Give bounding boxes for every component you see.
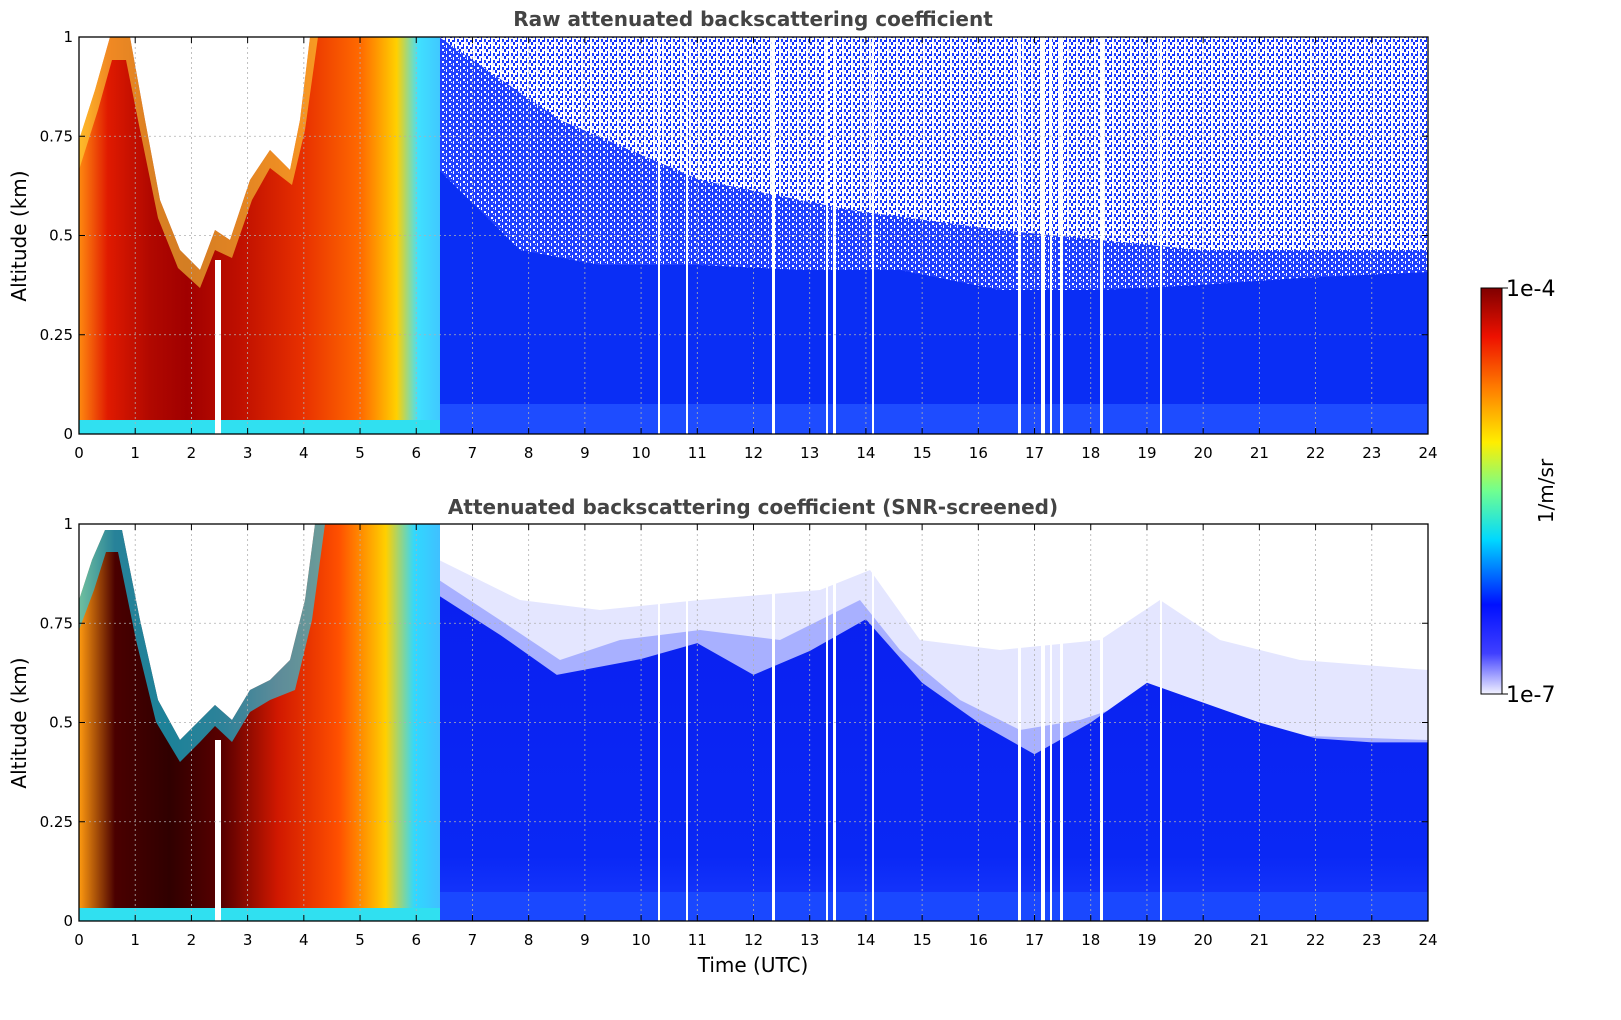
x-tick-label: 16 bbox=[969, 931, 988, 949]
x-tick-label: 6 bbox=[411, 931, 421, 949]
x-tick-label: 4 bbox=[299, 931, 309, 949]
x-tick-label: 1 bbox=[130, 931, 140, 949]
colorbar-scale bbox=[1480, 287, 1503, 695]
x-tick-label: 7 bbox=[468, 931, 478, 949]
x-tick-label: 21 bbox=[1250, 931, 1269, 949]
x-tick-label: 5 bbox=[355, 931, 365, 949]
y-tick-label: 1 bbox=[63, 515, 73, 533]
y-tick-label: 0 bbox=[63, 912, 73, 930]
y-tick-label: 0.25 bbox=[40, 326, 73, 344]
x-tick-label: 18 bbox=[1081, 444, 1100, 462]
x-tick-label: 16 bbox=[969, 444, 988, 462]
x-tick-label: 17 bbox=[1025, 444, 1044, 462]
x-axis-label: Time (UTC) bbox=[697, 953, 809, 977]
x-tick-label: 14 bbox=[856, 931, 875, 949]
x-tick-label: 14 bbox=[856, 444, 875, 462]
y-tick-label: 0.25 bbox=[40, 813, 73, 831]
x-tick-label: 10 bbox=[632, 931, 651, 949]
x-tick-label: 18 bbox=[1081, 931, 1100, 949]
x-tick-label: 4 bbox=[299, 444, 309, 462]
raw-backscatter-panel: Raw attenuated backscattering coefficien… bbox=[7, 7, 1438, 462]
x-tick-label: 9 bbox=[580, 444, 590, 462]
x-tick-label: 9 bbox=[580, 931, 590, 949]
x-tick-label: 13 bbox=[800, 931, 819, 949]
y-axis: 0 0.25 0.5 0.75 1 bbox=[40, 28, 1428, 443]
chart-title: Attenuated backscattering coefficient (S… bbox=[448, 495, 1058, 519]
x-axis: 0 1 2 3 4 5 6 7 8 9 10 11 12 13 14 15 16 17 18 19 20 21 22 23 24 bbox=[74, 524, 1438, 949]
y-tick-label: 1 bbox=[63, 28, 73, 46]
x-tick-label: 19 bbox=[1137, 931, 1156, 949]
x-tick-label: 24 bbox=[1418, 444, 1437, 462]
x-tick-label: 1 bbox=[130, 444, 140, 462]
x-tick-label: 20 bbox=[1194, 931, 1213, 949]
x-tick-label: 2 bbox=[187, 444, 197, 462]
x-tick-label: 13 bbox=[800, 444, 819, 462]
x-tick-label: 0 bbox=[74, 444, 84, 462]
x-tick-label: 6 bbox=[411, 444, 421, 462]
colorbar-unit-label: 1/m/sr bbox=[1534, 458, 1558, 523]
x-tick-label: 21 bbox=[1250, 444, 1269, 462]
y-axis: 0 0.25 0.5 0.75 1 bbox=[40, 515, 1428, 930]
x-tick-label: 11 bbox=[688, 444, 707, 462]
y-tick-label: 0.5 bbox=[49, 227, 73, 245]
x-tick-label: 19 bbox=[1137, 444, 1156, 462]
x-tick-label: 20 bbox=[1194, 444, 1213, 462]
x-tick-label: 8 bbox=[524, 444, 534, 462]
grid-lines bbox=[78, 36, 1429, 435]
x-tick-label: 3 bbox=[243, 444, 253, 462]
chart-title: Raw attenuated backscattering coefficien… bbox=[513, 7, 993, 31]
snr-screened-panel: Attenuated backscattering coefficient (S… bbox=[7, 495, 1438, 977]
x-tick-label: 12 bbox=[744, 931, 763, 949]
y-tick-label: 0 bbox=[63, 425, 73, 443]
x-tick-label: 7 bbox=[468, 444, 478, 462]
x-tick-label: 23 bbox=[1362, 931, 1381, 949]
x-tick-label: 5 bbox=[355, 444, 365, 462]
x-tick-label: 12 bbox=[744, 444, 763, 462]
x-tick-label: 10 bbox=[632, 444, 651, 462]
x-tick-label: 15 bbox=[913, 444, 932, 462]
x-tick-label: 3 bbox=[243, 931, 253, 949]
colorbar-max-label: 1e-4 bbox=[1506, 277, 1555, 302]
colorbar: 1e-4 1e-7 1/m/sr bbox=[1480, 277, 1558, 708]
x-tick-label: 0 bbox=[74, 931, 84, 949]
y-tick-label: 0.5 bbox=[49, 714, 73, 732]
x-tick-label: 22 bbox=[1306, 444, 1325, 462]
x-tick-label: 8 bbox=[524, 931, 534, 949]
y-axis-label: Altitude (km) bbox=[7, 657, 31, 788]
colorbar-min-label: 1e-7 bbox=[1506, 683, 1555, 708]
y-tick-label: 0.75 bbox=[40, 614, 73, 632]
x-tick-label: 24 bbox=[1418, 931, 1437, 949]
x-tick-label: 23 bbox=[1362, 444, 1381, 462]
x-tick-label: 22 bbox=[1306, 931, 1325, 949]
x-tick-label: 15 bbox=[913, 931, 932, 949]
x-tick-label: 11 bbox=[688, 931, 707, 949]
x-tick-label: 17 bbox=[1025, 931, 1044, 949]
y-tick-label: 0.75 bbox=[40, 127, 73, 145]
y-axis-label: Altitude (km) bbox=[7, 170, 31, 301]
x-tick-label: 2 bbox=[187, 931, 197, 949]
x-axis: 0 1 2 3 4 5 6 7 8 9 10 11 12 13 14 15 16 17 18 19 20 21 22 23 24 bbox=[74, 37, 1438, 462]
